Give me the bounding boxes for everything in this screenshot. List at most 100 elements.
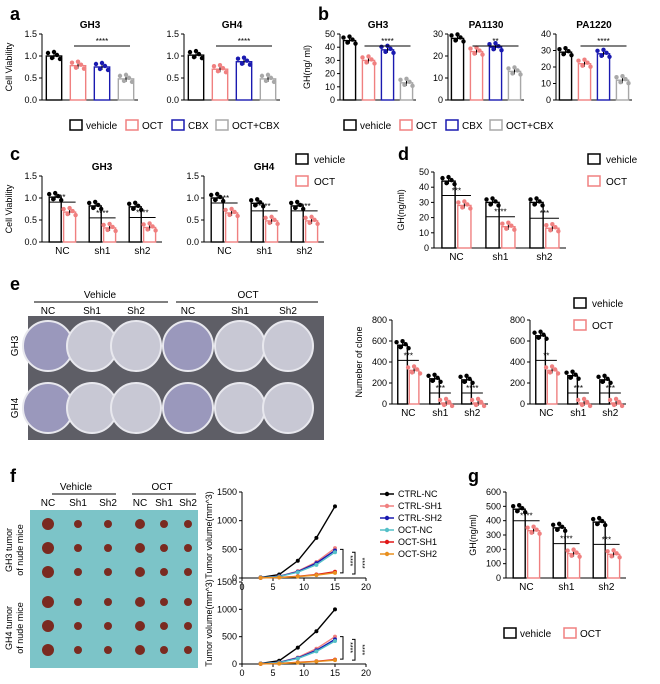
legend-swatch-1 <box>587 175 601 187</box>
y-tick-label: 10 <box>325 82 335 92</box>
y-axis-label: GH(ng/ ml) <box>302 45 312 89</box>
data-point <box>504 226 509 231</box>
data-point <box>353 41 358 46</box>
legend-swatch-0 <box>503 627 517 639</box>
chart-c2: 0.0 0.5 1.0 1.5 GH4 NC *** sh1 **** sh2 **** <box>186 162 324 257</box>
y-tick-label: 10 <box>419 228 429 238</box>
data-point <box>147 221 152 226</box>
data-point <box>364 60 369 65</box>
y-tick-label: 1.5 <box>186 171 199 181</box>
legends-layer: vehicle OCT CBX OCT+CBX vehicle OCT CBX OCT+CBX… <box>69 119 638 640</box>
legend-swatch-0 <box>573 297 587 309</box>
data-point <box>584 399 590 405</box>
y-tick-label: 0 <box>496 573 501 583</box>
bar-2 <box>488 46 503 101</box>
tumor <box>42 620 54 632</box>
data-point <box>61 206 66 212</box>
data-point <box>480 52 485 57</box>
data-point <box>341 35 346 40</box>
y-tick-label: 0 <box>546 95 551 105</box>
series-point-CTRL-NC <box>314 535 319 540</box>
tumor <box>184 520 192 528</box>
y-tick-label: 1.0 <box>24 193 37 203</box>
panel-label-c: c <box>10 144 20 164</box>
data-point <box>506 66 511 71</box>
bar-vehicle-NC <box>210 197 224 243</box>
data-point <box>267 220 272 226</box>
data-point <box>217 62 223 68</box>
panel-label-g: g <box>468 466 479 486</box>
row-label-line1: GH4 tumor <box>4 606 14 650</box>
data-point <box>517 503 522 508</box>
data-point <box>133 200 138 205</box>
bar-1 <box>69 64 87 101</box>
data-point <box>121 78 127 84</box>
y-axis-label: Tumor volume(mm^3) <box>204 491 214 578</box>
chart-title: GH4 <box>254 162 275 173</box>
data-point <box>269 214 274 220</box>
y-tick-label: 200 <box>510 378 525 388</box>
data-point <box>616 399 622 405</box>
bar-vehicle-NC <box>48 196 62 243</box>
well <box>262 382 314 434</box>
y-tick-label: 0.5 <box>186 215 199 225</box>
significance-label: **** <box>381 37 393 46</box>
x-tick-label: NC <box>217 246 231 257</box>
y-tick-label: 40 <box>419 182 429 192</box>
data-point <box>150 224 155 229</box>
data-point <box>443 396 449 402</box>
data-point <box>475 396 481 402</box>
data-point <box>574 550 579 555</box>
data-point <box>537 199 542 204</box>
y-tick-label: 500 <box>222 632 237 642</box>
tumor-background <box>30 588 198 668</box>
well <box>110 382 162 434</box>
data-point <box>432 372 437 377</box>
data-point <box>602 373 607 379</box>
data-point <box>360 55 365 60</box>
significance-label: ** <box>492 37 498 46</box>
data-point <box>603 522 608 528</box>
data-point <box>548 228 553 233</box>
data-point <box>315 221 320 227</box>
y-tick-label: 0.0 <box>166 95 179 105</box>
data-point <box>532 202 537 207</box>
significance-bracket <box>352 638 356 661</box>
y-tick-label: 20 <box>419 213 429 223</box>
data-point <box>541 332 546 337</box>
data-point <box>312 217 317 223</box>
tumor <box>160 568 168 576</box>
data-point <box>400 339 405 344</box>
column-label: Sh2 <box>279 306 297 317</box>
data-point <box>460 205 465 210</box>
column-label: Sh1 <box>155 498 173 509</box>
data-point <box>388 46 393 52</box>
row-label-line2: of nude mice <box>15 602 25 654</box>
data-point <box>549 364 555 369</box>
series-point-OCT-SH2 <box>333 658 337 663</box>
column-label: Sh2 <box>179 498 197 509</box>
y-tick-label: 0 <box>232 573 237 583</box>
data-point <box>600 379 605 385</box>
data-point <box>555 527 560 533</box>
data-point <box>449 33 454 38</box>
data-point <box>441 402 447 408</box>
data-point <box>455 32 460 37</box>
y-tick-label: 400 <box>486 516 501 526</box>
legend-label-1: OCT <box>416 121 437 132</box>
tumor <box>135 543 145 553</box>
data-point <box>464 373 469 379</box>
legend-swatch-0 <box>69 119 83 131</box>
well <box>66 382 118 434</box>
y-tick-label: 1.0 <box>24 51 37 61</box>
data-point <box>96 202 101 208</box>
data-point <box>383 49 388 55</box>
data-point <box>444 180 449 186</box>
y-tick-label: 0.0 <box>186 237 199 247</box>
data-point <box>511 504 516 509</box>
data-point <box>477 48 482 53</box>
data-point <box>102 63 108 69</box>
well <box>262 320 314 372</box>
data-point <box>565 548 570 553</box>
